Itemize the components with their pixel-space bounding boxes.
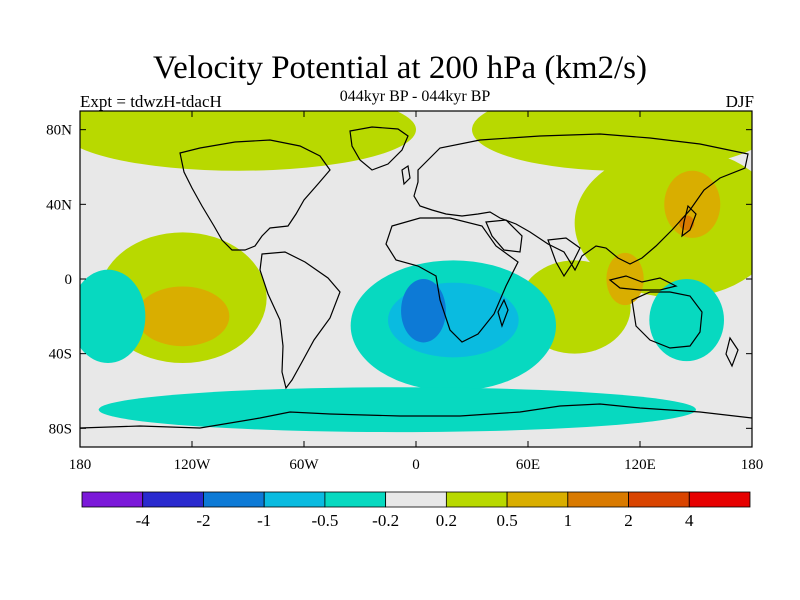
coastline-antarctica: [80, 403, 752, 429]
contour-region: [664, 170, 721, 238]
coastline-indonesia: [608, 275, 678, 291]
season-label: DJF: [725, 92, 754, 111]
colorbar-swatch: [688, 491, 751, 508]
map-axes: 180 120W 60W 0 60E 120E 180 80N 40N 0 40S 80S: [46, 111, 763, 473]
coastline-africa: [385, 217, 519, 343]
coastline-australia: [631, 291, 703, 349]
coastline-japan: [681, 204, 697, 238]
colorbar-label: 1: [564, 511, 573, 530]
coastline-british-isles: [401, 164, 411, 186]
colorbar-label: -1: [257, 511, 271, 530]
velocity-potential-field: [80, 111, 752, 447]
contour-region: [136, 286, 230, 347]
coastline-madagascar: [497, 298, 509, 328]
colorbar-label: -2: [196, 511, 210, 530]
colorbar-swatch: [445, 491, 508, 508]
colorbar-swatch: [628, 491, 690, 508]
colorbar-label: -0.2: [372, 511, 399, 530]
contour-region: [679, 215, 695, 231]
x-tick-label: 0: [412, 457, 420, 473]
y-tick-label: 40S: [49, 347, 72, 363]
colorbar-swatch: [324, 491, 387, 508]
contour-region: [98, 387, 696, 433]
coastline-eurasia: [413, 133, 749, 272]
y-tick-label: 0: [65, 272, 73, 288]
coastline-greenland: [349, 126, 409, 171]
colorbar-swatch: [203, 491, 265, 508]
period-label: 044kyr BP - 044kyr BP: [339, 88, 491, 105]
colorbar-swatch: [385, 491, 447, 508]
coastline-south-america: [259, 251, 341, 390]
colorbar-label: 0.2: [436, 511, 457, 530]
contour-region: [606, 252, 644, 306]
colorbar-label: 0.5: [496, 511, 517, 530]
x-tick-label: 60E: [516, 457, 540, 473]
x-tick-label: 180: [69, 457, 92, 473]
colorbar-swatch: [81, 491, 144, 508]
colorbar-label: 4: [685, 511, 694, 530]
y-tick-label: 80N: [46, 123, 72, 139]
experiment-label: Expt = tdwzH-tdacH: [80, 92, 222, 111]
contour-region: [80, 111, 416, 171]
colorbar-swatch: [263, 491, 326, 508]
y-tick-label: 40N: [46, 197, 72, 213]
x-tick-label: 120W: [174, 457, 212, 473]
contour-region: [401, 279, 446, 343]
coastline-india: [547, 237, 581, 278]
coastlines: [80, 126, 752, 429]
colorbar-swatch: [506, 491, 569, 508]
coastline-arabia: [485, 219, 523, 253]
chart-title: Velocity Potential at 200 hPa (km2/s): [152, 50, 648, 86]
colorbar-label: 2: [624, 511, 633, 530]
colorbar-label: -0.5: [311, 511, 338, 530]
coastline-new-zealand: [725, 336, 739, 368]
colorbar-label: -4: [136, 511, 151, 530]
colorbar-swatch: [142, 491, 204, 508]
y-tick-label: 80S: [49, 421, 72, 437]
contour-region: [649, 279, 725, 362]
colorbar-swatch: [567, 491, 629, 508]
x-tick-label: 180: [741, 457, 764, 473]
colorbar: -4 -2 -1 -0.5 -0.2 0.2 0.5 1 2 4: [81, 491, 751, 530]
coastline-north-america: [179, 139, 331, 251]
x-tick-label: 120E: [624, 457, 656, 473]
x-tick-label: 60W: [289, 457, 319, 473]
contour-region: [80, 269, 146, 363]
